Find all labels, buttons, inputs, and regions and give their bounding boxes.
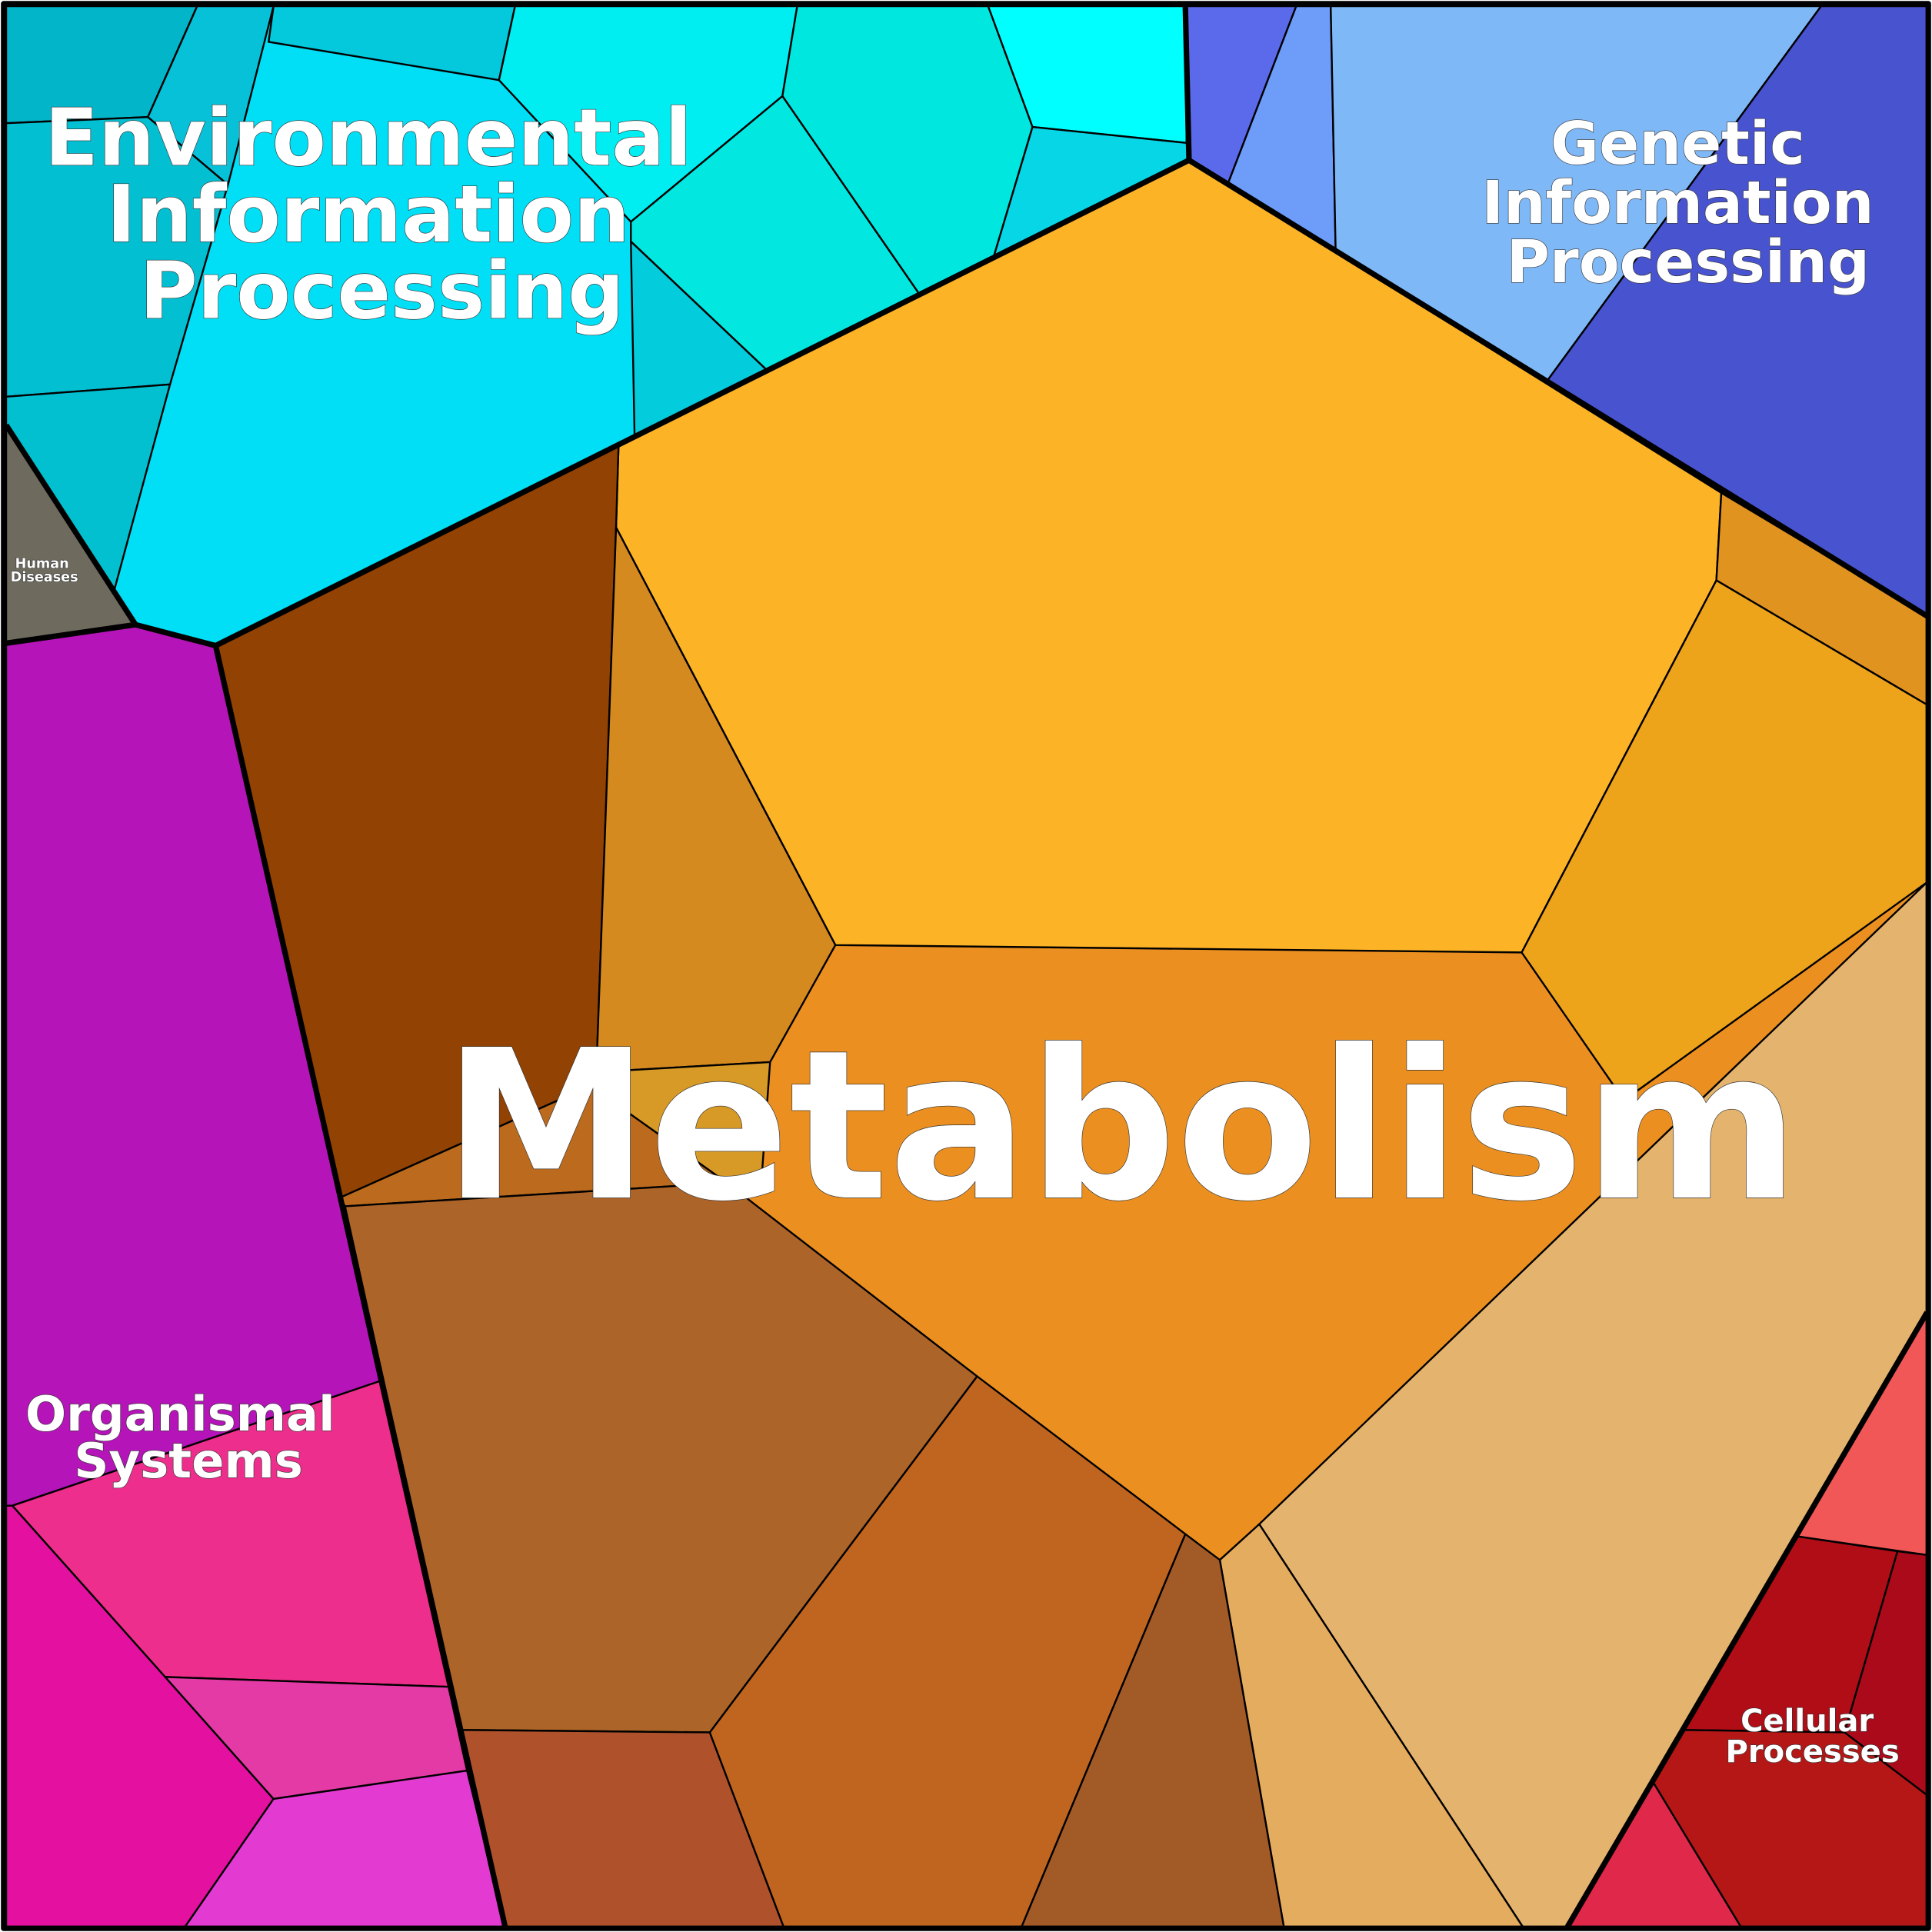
border <box>1564 1311 1930 1929</box>
region-label: Metabolism <box>443 1006 1799 1247</box>
region-label: Organismal Systems <box>25 1386 351 1489</box>
environmental-cells <box>5 5 1191 647</box>
border <box>5 158 1191 649</box>
region-label: Genetic Information Processing <box>1481 110 1894 297</box>
cell <box>1521 579 1928 1101</box>
region-label: Environmental Information Processing <box>45 93 719 338</box>
metabolism-cells <box>215 159 1928 1928</box>
border <box>3 423 138 627</box>
cellular-cells <box>1566 1311 1928 1928</box>
border <box>212 645 508 1928</box>
region-label: Cellular Processes <box>1726 1704 1900 1770</box>
region-label: Human Diseases <box>11 557 78 586</box>
